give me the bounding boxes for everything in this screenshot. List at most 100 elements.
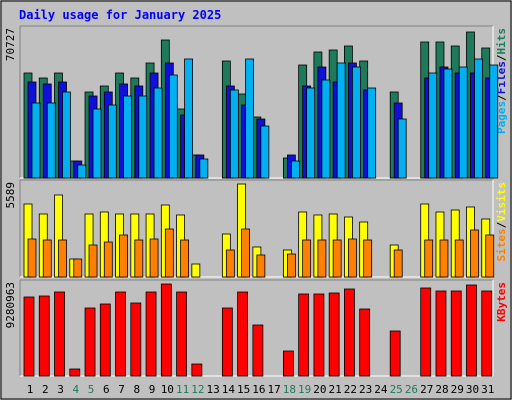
- bar-sites: [58, 239, 67, 278]
- x-tick-label: 16: [252, 383, 265, 396]
- x-tick-label: 31: [481, 383, 494, 396]
- bar-kbytes: [160, 283, 172, 377]
- bar-sites: [134, 239, 144, 278]
- bar-kbytes: [389, 330, 401, 377]
- bar-sites: [103, 241, 113, 278]
- x-tick-label: 4: [72, 383, 79, 396]
- bar-pages: [352, 66, 361, 179]
- legend-entry: /: [495, 221, 508, 228]
- bar-kbytes: [252, 324, 264, 377]
- bar-pages: [321, 79, 331, 179]
- x-tick-label: 28: [435, 383, 448, 396]
- bar-sites: [393, 249, 403, 278]
- bar-visits: [191, 263, 201, 278]
- bar-pages: [168, 74, 178, 179]
- bar-pages: [123, 95, 132, 179]
- x-tick-label: 19: [298, 383, 311, 396]
- bar-sites: [317, 239, 327, 278]
- x-tick-label: 17: [268, 383, 281, 396]
- x-tick-label: 6: [103, 383, 110, 396]
- x-tick-label: 12: [191, 383, 204, 396]
- legend-entry: KBytes: [495, 282, 508, 322]
- bar-kbytes: [84, 307, 96, 377]
- bar-pages: [336, 62, 346, 179]
- bar-pages: [46, 102, 56, 179]
- bar-sites: [42, 239, 52, 278]
- bar-kbytes: [298, 293, 310, 377]
- bar-kbytes: [313, 293, 325, 377]
- legend-entry: /: [495, 54, 508, 61]
- x-tick-label: 3: [57, 383, 64, 396]
- x-tick-label: 30: [466, 383, 479, 396]
- bar-kbytes: [130, 302, 142, 377]
- bar-sites: [73, 258, 83, 278]
- bar-pages: [443, 68, 453, 179]
- bar-sites: [348, 238, 357, 278]
- bar-pages: [153, 87, 163, 179]
- x-tick-label: 10: [161, 383, 174, 396]
- bar-pages: [229, 89, 239, 179]
- bar-pages: [245, 58, 255, 179]
- panel-legend: KBytes: [495, 282, 508, 322]
- bar-kbytes: [99, 303, 111, 377]
- bar-sites: [180, 239, 189, 278]
- bar-kbytes: [237, 291, 249, 377]
- bar-kbytes: [176, 291, 187, 377]
- bar-kbytes: [466, 284, 477, 377]
- bar-sites: [454, 239, 464, 278]
- bar-kbytes: [38, 295, 50, 377]
- x-tick-label: 23: [359, 383, 372, 396]
- bar-sites: [286, 253, 296, 278]
- bar-pages: [306, 87, 316, 179]
- panel-max-label: 70727: [4, 28, 17, 61]
- x-tick-label: 7: [118, 383, 125, 396]
- x-tick-label: 22: [344, 383, 357, 396]
- x-tick-label: 8: [133, 383, 140, 396]
- bar-pages: [474, 58, 483, 179]
- bar-pages: [77, 164, 87, 179]
- bar-sites: [225, 249, 235, 278]
- bar-kbytes: [344, 288, 355, 377]
- bar-kbytes: [328, 292, 340, 377]
- bar-pages: [107, 104, 117, 179]
- panel-max-label: 9280963: [4, 282, 17, 328]
- bar-sites: [164, 228, 174, 278]
- x-tick-label: 27: [420, 383, 433, 396]
- bar-kbytes: [435, 290, 447, 377]
- legend-entry: Files: [495, 61, 508, 94]
- bar-sites: [363, 239, 373, 278]
- x-tick-label: 24: [374, 383, 388, 396]
- bar-kbytes: [221, 307, 233, 377]
- bar-kbytes: [359, 308, 371, 377]
- bar-pages: [199, 158, 209, 179]
- legend-entry: /: [495, 94, 508, 101]
- bar-kbytes: [450, 290, 462, 377]
- x-tick-label: 9: [149, 383, 156, 396]
- legend-entry: Pages: [495, 101, 508, 134]
- bar-sites: [485, 234, 495, 278]
- x-tick-label: 20: [313, 383, 326, 396]
- bar-pages: [290, 160, 300, 179]
- bar-pages: [31, 102, 41, 179]
- bar-pages: [367, 87, 377, 179]
- bar-sites: [470, 229, 479, 278]
- bar-pages: [428, 72, 438, 179]
- bar-sites: [256, 254, 266, 278]
- bar-pages: [184, 58, 193, 179]
- bar-pages: [62, 91, 71, 179]
- bar-pages: [260, 125, 270, 179]
- bar-kbytes: [145, 291, 157, 377]
- bar-pages: [397, 118, 407, 179]
- x-tick-label: 13: [206, 383, 219, 396]
- bar-pages: [489, 64, 499, 179]
- x-tick-label: 25: [390, 383, 403, 396]
- x-tick-label: 21: [329, 383, 342, 396]
- bar-sites: [88, 244, 98, 278]
- bar-pages: [138, 95, 148, 179]
- bar-sites: [119, 234, 128, 278]
- legend-entry: Hits: [495, 28, 508, 55]
- x-tick-label: 29: [451, 383, 464, 396]
- bar-kbytes: [282, 350, 294, 377]
